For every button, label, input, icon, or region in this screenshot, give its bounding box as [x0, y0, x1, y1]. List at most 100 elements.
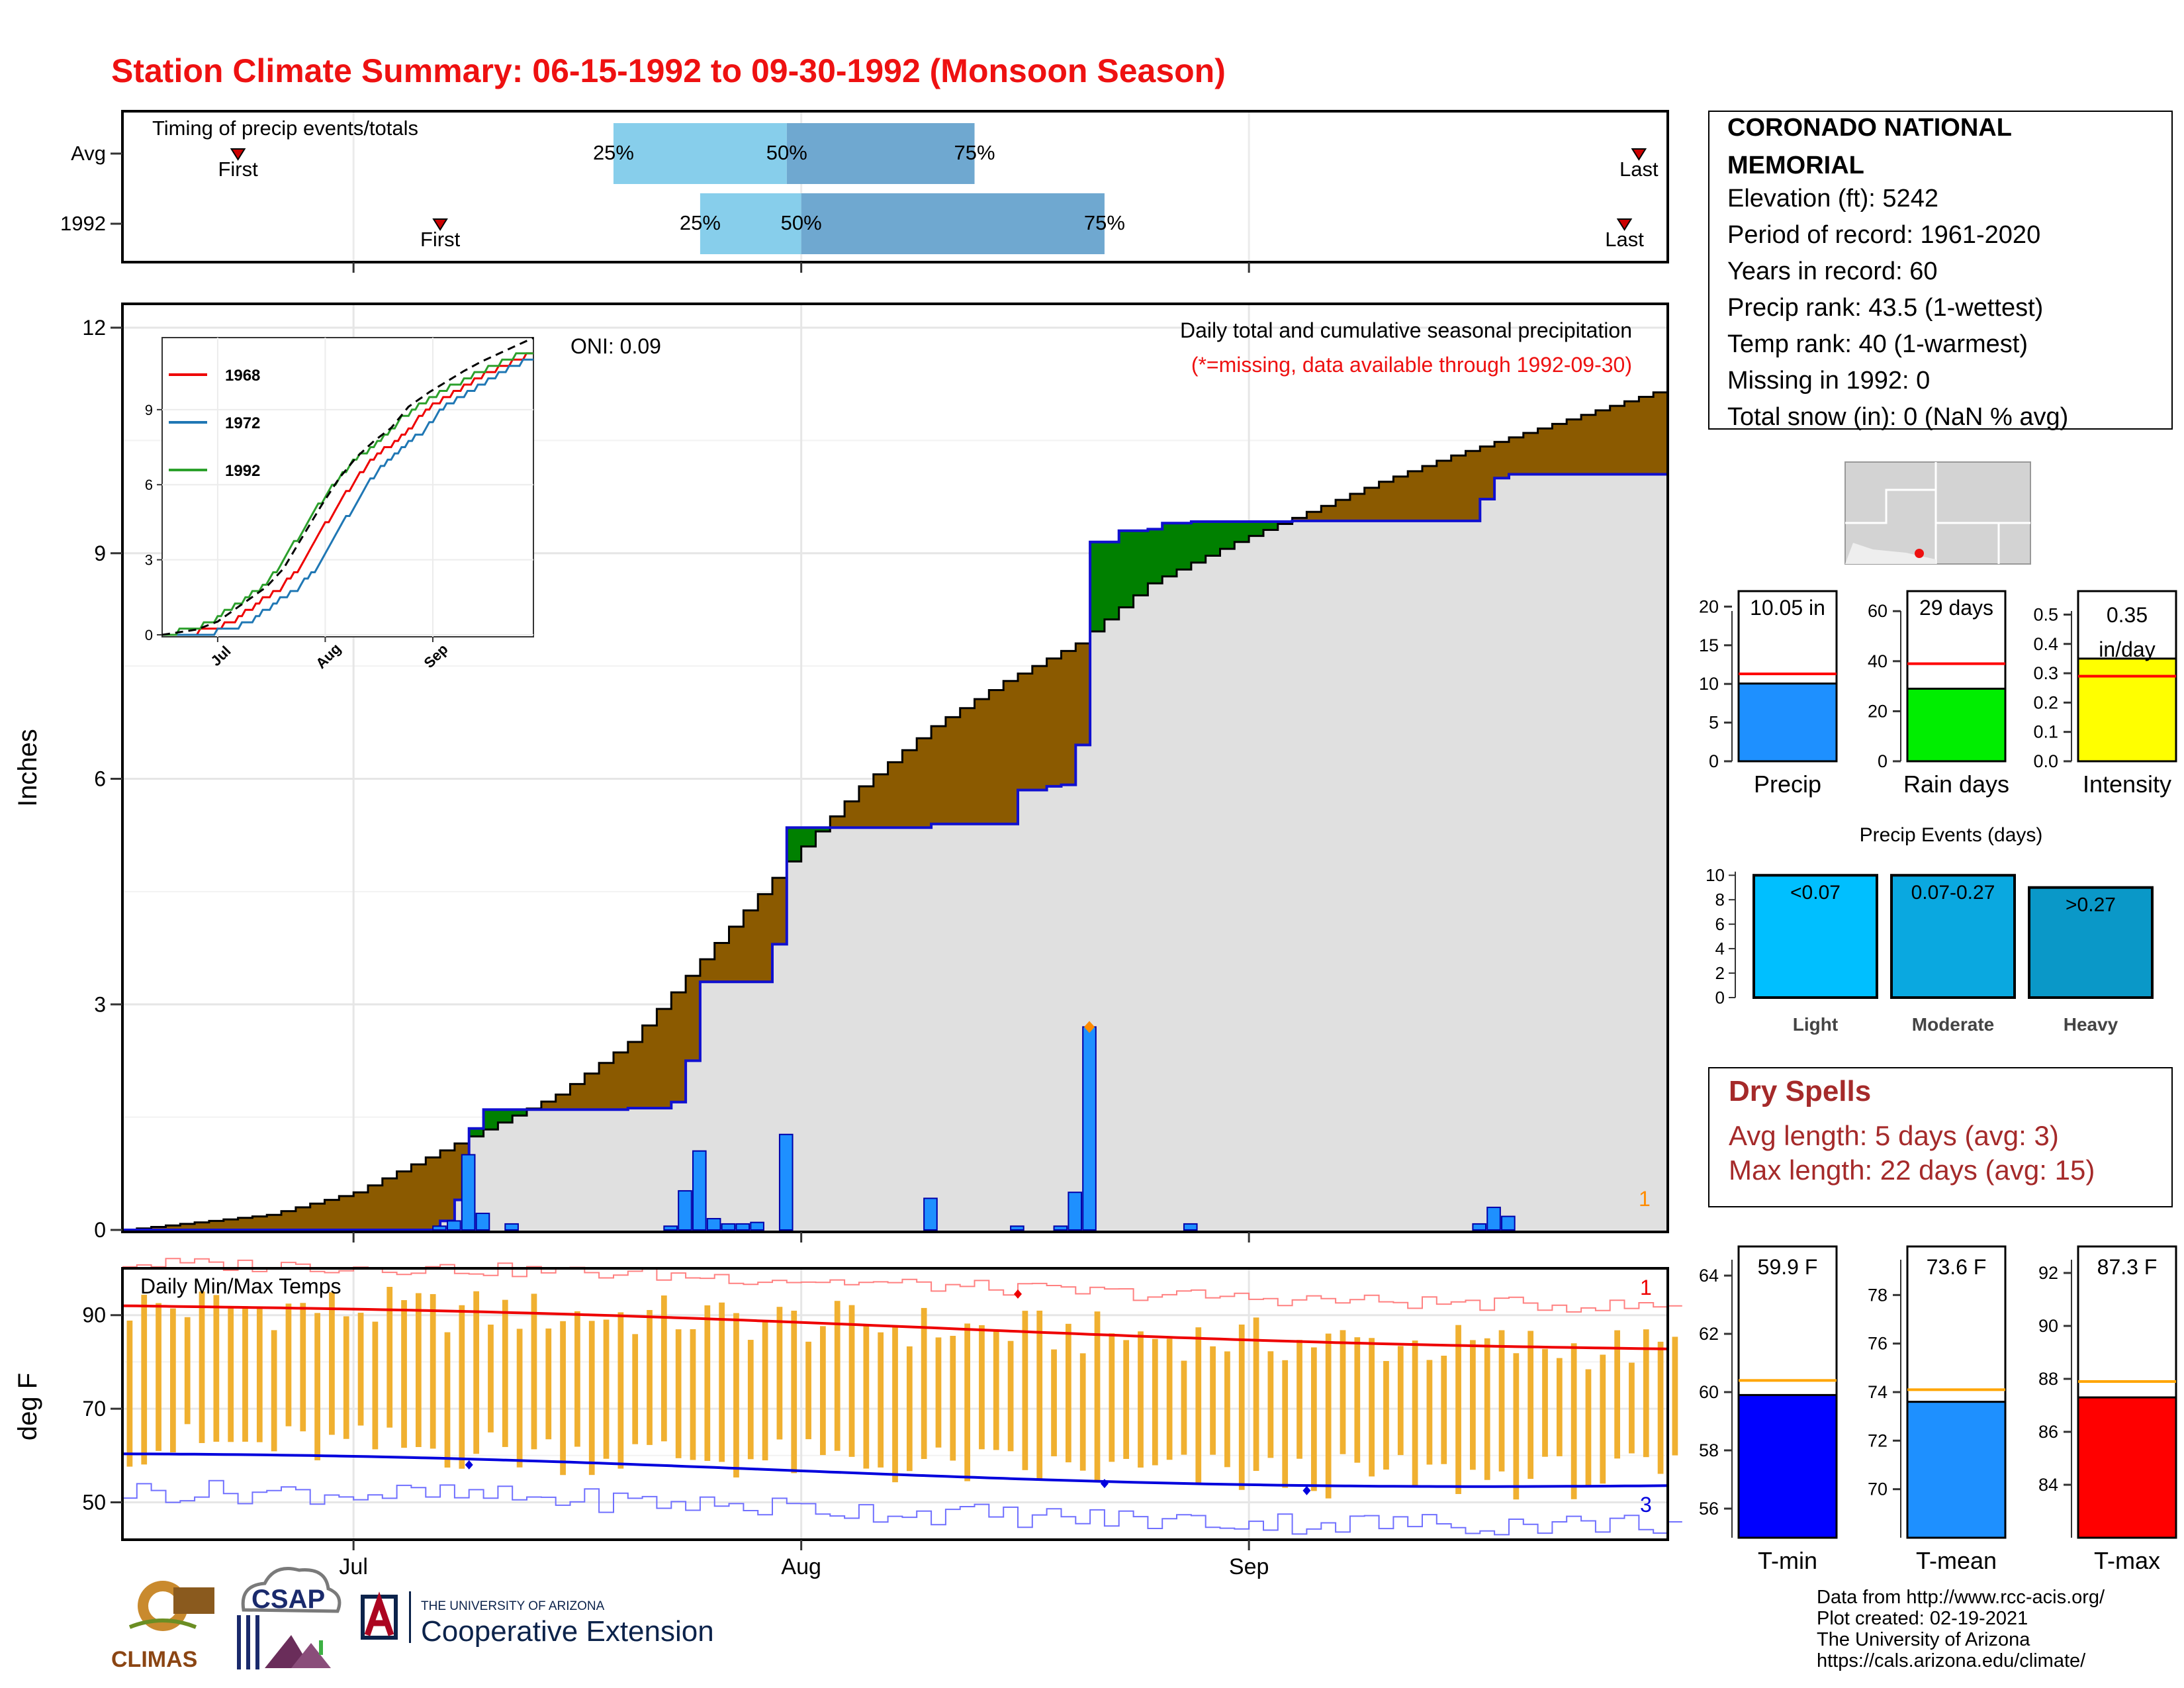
daily-temp-bar — [979, 1325, 985, 1450]
daily-precip-bar — [778, 1133, 794, 1231]
daily-precip-bar — [504, 1223, 519, 1231]
daily-temp-bar — [502, 1299, 508, 1447]
daily-temp-bar — [372, 1321, 379, 1450]
dry-spells-box: Dry Spells Avg length: 5 days (avg: 3) M… — [1708, 1067, 2173, 1207]
temp-bar-tick: 74 — [1868, 1382, 1888, 1402]
daily-temp-bar — [574, 1311, 580, 1447]
daily-precip-bar — [447, 1220, 461, 1231]
climas-logo-text: CLIMAS — [111, 1647, 197, 1672]
daily-temp-bar — [141, 1294, 148, 1465]
daily-temp-bar — [1614, 1330, 1620, 1459]
summary-bar-value-label: 10.05 in — [1750, 596, 1825, 620]
precip-panel: Inches 0 3 6 9 12 ONI: 0.09 Daily total and … — [13, 303, 1669, 1243]
daily-temp-bar — [820, 1326, 826, 1456]
daily-temp-bar — [329, 1292, 335, 1435]
daily-temp-bar — [256, 1306, 263, 1442]
temp-bar-tick: 64 — [1699, 1266, 1719, 1286]
daily-temp-bar — [675, 1329, 682, 1458]
timing-first-marker — [432, 218, 448, 231]
events-tick: 4 — [1715, 939, 1725, 959]
daily-temp-bar — [300, 1303, 306, 1432]
precip-ytick-label: 12 — [82, 316, 106, 340]
daily-temp-bar — [415, 1293, 422, 1447]
daily-temp-bar — [1340, 1330, 1346, 1454]
temp-y-label: deg F — [13, 1373, 42, 1440]
daily-precip-bar — [1183, 1223, 1198, 1231]
daily-temp-bar — [228, 1307, 234, 1442]
daily-temp-bar — [1310, 1347, 1317, 1491]
temp-bar-tick: 56 — [1699, 1499, 1719, 1519]
cumulative-1992-area — [122, 474, 1668, 1230]
daily-max-marker — [1084, 1021, 1095, 1033]
summary-bar-label: Precip — [1754, 771, 1821, 798]
daily-temp-bar — [387, 1287, 393, 1428]
temp-panel: deg F Daily Min/Max Temps 1 3 50 70 90 Jul… — [13, 1258, 1682, 1579]
daily-temp-bar — [1267, 1351, 1274, 1458]
summary-bar-tick: 40 — [1868, 651, 1888, 671]
month-tick-label: Aug — [781, 1554, 821, 1579]
daily-temp-bar — [1412, 1340, 1418, 1485]
daily-temp-bar — [1585, 1369, 1592, 1485]
precip-ytick-label: 6 — [94, 767, 106, 791]
daily-temp-bar — [156, 1303, 161, 1451]
temp-count-top: 1 — [1640, 1276, 1652, 1299]
temp-bar-label: T-mean — [1916, 1547, 1997, 1574]
inset-ytick-label: 0 — [145, 627, 153, 643]
timing-row-label: Avg — [71, 142, 106, 165]
event-bar-range: >0.27 — [2066, 894, 2116, 916]
temp-bar-tick: 86 — [2038, 1422, 2058, 1442]
temp-bar-tick: 76 — [1868, 1334, 1888, 1354]
event-bar-label: Light — [1793, 1014, 1838, 1035]
climas-logo: CLIMAS — [111, 1581, 214, 1672]
temp-bar-value-label: 59.9 F — [1758, 1255, 1818, 1279]
station-info-line: Temp rank: 40 (1-warmest) — [1727, 330, 2028, 358]
daily-temp-bar — [1470, 1340, 1476, 1470]
daily-precip-bar — [1053, 1225, 1068, 1231]
summary-bar-label: Rain days — [1903, 771, 2009, 798]
inset-series-line — [162, 352, 533, 636]
daily-temp-bar — [1238, 1324, 1245, 1490]
timing-first-marker — [230, 148, 246, 161]
daily-temp-bar — [776, 1307, 783, 1440]
summary-bar-tick: 20 — [1868, 701, 1888, 721]
timing-last-marker — [1631, 148, 1647, 161]
daily-temp-bar — [531, 1293, 537, 1450]
temp-bar-value — [1737, 1393, 1838, 1539]
temp-bar-tick: 92 — [2038, 1263, 2058, 1283]
station-info-line: Period of record: 1961-2020 — [1727, 221, 2040, 249]
daily-temp-bar — [1195, 1327, 1202, 1484]
inset-ytick-label: 9 — [145, 402, 153, 418]
summary-bar-tick: 5 — [1709, 713, 1719, 733]
temp-bar-label: T-max — [2094, 1547, 2160, 1574]
daily-precip-bar — [663, 1225, 678, 1231]
summary-bar-value-label: 0.35 — [2107, 603, 2148, 627]
daily-temp-bar — [1527, 1331, 1534, 1479]
events-title: Precip Events (days) — [1860, 824, 2043, 846]
temp-bar-value — [1906, 1401, 2007, 1539]
daily-temp-bar — [271, 1330, 277, 1452]
record-high-line — [122, 1258, 1682, 1313]
daily-precip-bar — [432, 1225, 447, 1231]
daily-temp-bar — [762, 1321, 768, 1461]
daily-temp-bar — [1542, 1348, 1548, 1457]
oni-label: ONI: 0.09 — [570, 334, 661, 358]
precip-plot-area — [122, 387, 1669, 1231]
daily-temp-bar — [892, 1326, 898, 1483]
daily-precip-bar — [923, 1197, 938, 1231]
daily-temp-bar — [1397, 1346, 1404, 1456]
daily-temp-bar — [993, 1329, 999, 1450]
timing-p50-label: 50% — [766, 141, 807, 164]
event-bar — [1752, 874, 1878, 999]
daily-temp-bar — [516, 1329, 523, 1468]
temp-bar-label: T-min — [1758, 1547, 1817, 1574]
station-info-line: Total snow (in): 0 (NaN % avg) — [1727, 403, 2068, 431]
events-tick: 10 — [1706, 865, 1725, 885]
timing-first-label: First — [218, 158, 258, 181]
inset-ytick-label: 3 — [145, 552, 153, 569]
daily-temp-bar — [1383, 1361, 1389, 1470]
summary-bar-label: Intensity — [2083, 771, 2171, 798]
daily-precip-bar — [721, 1223, 736, 1231]
events-tick: 8 — [1715, 890, 1725, 910]
daily-precip-bar — [1501, 1215, 1516, 1231]
events-tick: 2 — [1715, 963, 1725, 983]
